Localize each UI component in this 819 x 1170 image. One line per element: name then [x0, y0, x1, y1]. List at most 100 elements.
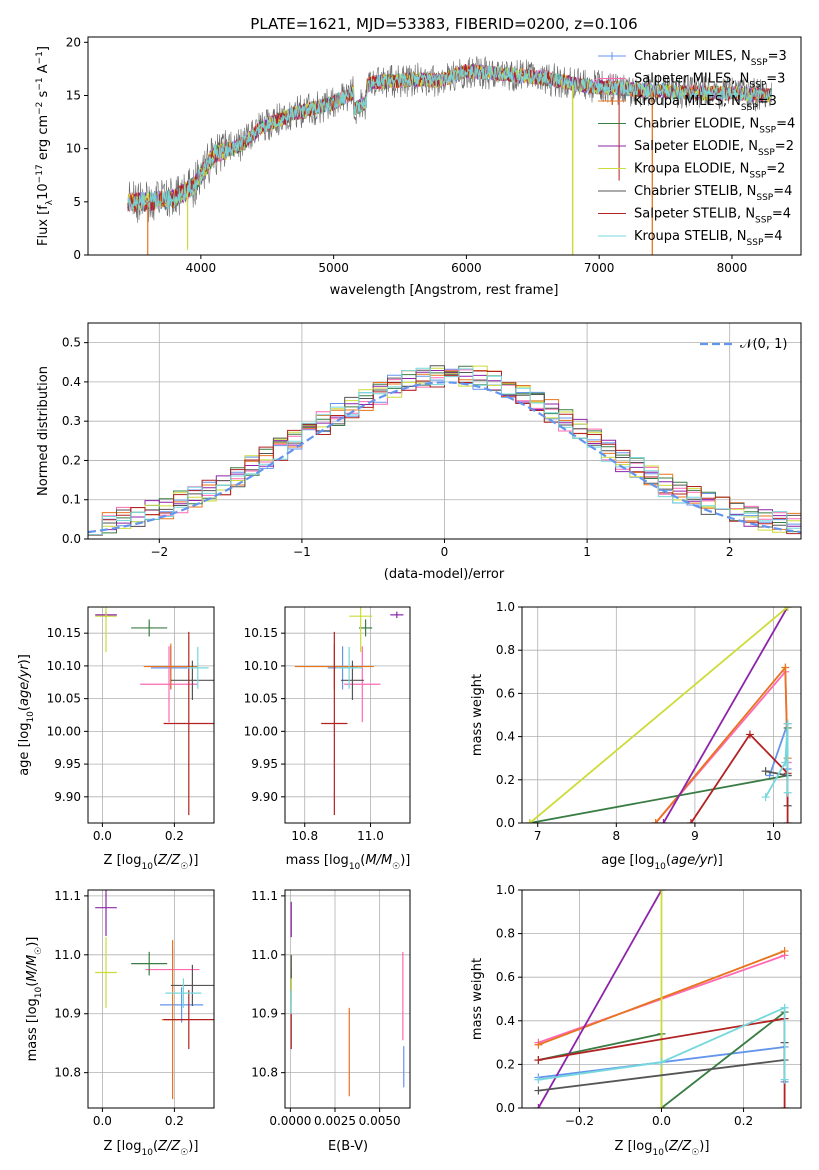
x-axis-label: E(B-V): [328, 1139, 368, 1154]
y-tick-label: 0.6: [496, 686, 515, 700]
axes-frame: [521, 889, 802, 1109]
weight-marker: [783, 607, 792, 611]
plot-area: [290, 901, 405, 1097]
x-axis-label: Z [log10(Z/Z☉)]: [615, 1139, 710, 1158]
weight-marker: [657, 1104, 666, 1108]
chart-age_vs_Z: 0.0 0.2 9.90 9.95 10.00 10.05 10.10 10.15 Z [log…: [17, 606, 215, 872]
errorbar-point: [131, 619, 168, 637]
errorbar-point: [163, 631, 214, 816]
errorbar-point: [95, 937, 117, 1008]
errorbar-point: [95, 890, 117, 936]
weight-marker: [781, 758, 790, 767]
legend: 𝒩(0, 1): [700, 337, 787, 352]
x-tick-label: 8: [612, 829, 620, 843]
y-tick-label: 11.1: [251, 889, 278, 903]
y-axis-label: Normed distribution: [36, 366, 51, 496]
errorbar-point: [390, 611, 404, 619]
figure-title: PLATE=1621, MJD=53383, FIBERID=0200, z=0…: [250, 15, 637, 33]
weight-marker: [534, 1075, 543, 1084]
x-axis-label: Z [log10(Z/Z☉)]: [104, 1139, 199, 1158]
x-axis-label: wavelength [Angstrom, rest frame]: [330, 283, 559, 298]
x-axis-label: mass [log10(M/M☉)]: [286, 853, 411, 872]
axes-frame: [87, 606, 215, 824]
axes-frame: [284, 889, 411, 1109]
weight-marker: [657, 890, 666, 894]
x-tick-label: 0.0: [93, 829, 112, 843]
x-tick-label: 7: [534, 829, 542, 843]
errorbar-point: [344, 646, 381, 723]
weight-series: [529, 728, 789, 823]
x-tick-label: 7000: [584, 261, 615, 275]
errorbar-point: [165, 978, 202, 1008]
legend: Chabrier MILES, NSSP=3 Salpeter MILES, NS…: [598, 49, 795, 248]
x-tick-label: 0.2: [165, 829, 184, 843]
x-tick-label: 0.2: [734, 1114, 753, 1128]
x-tick-label: 4000: [186, 261, 217, 275]
x-axis-label: (data-model)/error: [384, 567, 505, 582]
y-tick-label: 9.95: [251, 757, 278, 771]
x-tick-label: −0.2: [565, 1114, 594, 1128]
weight-marker: [783, 819, 792, 823]
x-tick-label: 10: [766, 829, 781, 843]
legend-label: 𝒩(0, 1): [740, 337, 787, 352]
y-tick-label: 0.4: [496, 1014, 515, 1028]
weight-series: [537, 890, 663, 1108]
plot-area: [95, 607, 214, 816]
axes-frame: [87, 889, 215, 1109]
legend-label: Salpeter STELIB, NSSP=4: [634, 207, 791, 226]
weight-marker: [657, 1058, 666, 1067]
weight-series: [529, 607, 789, 823]
y-tick-label: 1.0: [496, 883, 515, 897]
y-tick-label: 10.9: [54, 1007, 81, 1021]
weight-marker: [780, 1104, 789, 1108]
weight-series: [662, 607, 789, 823]
axes-frame: [87, 322, 802, 540]
axes-frame: [284, 606, 411, 824]
y-tick-label: 0: [73, 248, 81, 262]
y-tick-label: 0.0: [496, 1101, 515, 1115]
y-tick-label: 10.10: [47, 659, 81, 673]
y-tick-label: 0.2: [496, 1057, 515, 1071]
x-tick-label: 6000: [451, 261, 482, 275]
y-tick-label: 9.90: [54, 790, 81, 804]
errorbar-point: [131, 951, 168, 976]
plot-area: [127, 56, 772, 255]
legend-label: Chabrier ELODIE, NSSP=4: [634, 117, 795, 136]
x-tick-label: 0: [441, 545, 449, 559]
y-tick-label: 10: [66, 142, 81, 156]
x-tick-label: 0.0000: [269, 1114, 311, 1128]
errorbar-point: [95, 607, 117, 653]
weight-marker: [651, 819, 660, 823]
y-tick-label: 0.0: [62, 532, 81, 546]
histogram-series: [88, 365, 801, 536]
weight-marker: [780, 1003, 789, 1012]
weight-marker: [761, 793, 770, 802]
x-tick-label: −2: [150, 545, 168, 559]
legend-label: Salpeter ELODIE, NSSP=2: [634, 139, 794, 158]
y-tick-label: 20: [66, 35, 81, 49]
weight-marker: [659, 819, 668, 823]
y-tick-label: 0.2: [496, 773, 515, 787]
legend-label: Kroupa STELIB, NSSP=4: [634, 229, 783, 248]
y-tick-label: 0.4: [496, 730, 515, 744]
y-tick-label: 11.0: [54, 948, 81, 962]
normal-curve: [88, 381, 801, 534]
x-tick-label: 0.0: [93, 1114, 112, 1128]
y-tick-label: 11.1: [54, 889, 81, 903]
y-tick-label: 0.2: [62, 453, 81, 467]
weight-marker: [780, 1075, 789, 1084]
weight-marker: [534, 1040, 543, 1049]
errorbar-point: [321, 631, 348, 816]
chart-mass_vs_Z: 0.0 0.2 10.8 10.9 11.0 11.1 Z [log10(Z/Z☉)] mas…: [25, 889, 215, 1158]
plot-area: [534, 890, 789, 1108]
weight-marker: [745, 730, 754, 739]
weight-series: [538, 1006, 786, 1081]
plot-area: [95, 890, 214, 1100]
y-tick-label: 10.8: [54, 1066, 81, 1080]
y-tick-label: 10.15: [47, 626, 81, 640]
weight-series: [768, 723, 789, 776]
x-tick-label: 11.0: [357, 829, 384, 843]
y-tick-label: 9.95: [54, 757, 81, 771]
